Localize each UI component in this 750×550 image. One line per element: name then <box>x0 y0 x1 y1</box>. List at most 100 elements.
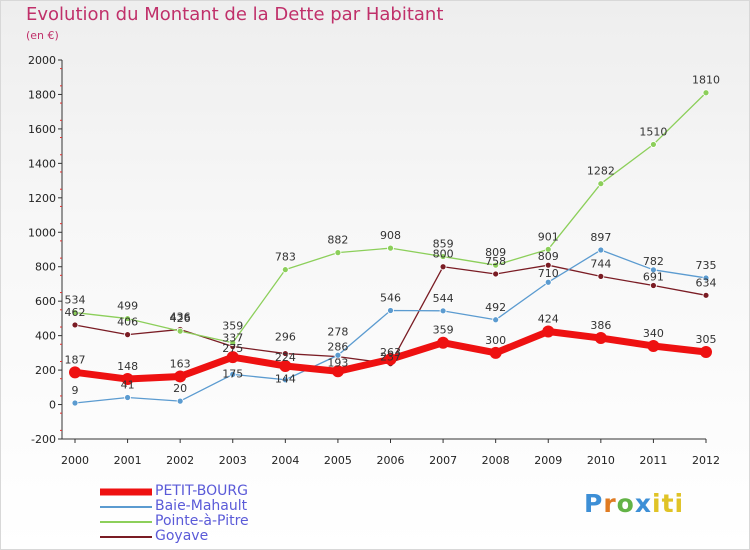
y-tick-label: 1400 <box>28 157 56 170</box>
data-point <box>334 351 342 359</box>
data-label: 735 <box>696 259 717 272</box>
x-tick-label: 2006 <box>377 454 405 467</box>
data-point <box>492 270 500 278</box>
data-label: 908 <box>380 229 401 242</box>
data-label: 882 <box>327 234 348 247</box>
data-label: 809 <box>538 250 559 263</box>
data-point <box>439 253 447 260</box>
data-label: 144 <box>275 373 296 386</box>
data-point <box>387 244 394 252</box>
data-label: 634 <box>696 276 717 289</box>
y-tick-label: 2000 <box>28 54 56 67</box>
data-label: 758 <box>485 255 506 268</box>
data-label: 20 <box>173 382 187 395</box>
data-point <box>597 180 605 188</box>
chart-subtitle: (en €) <box>26 29 59 42</box>
data-point <box>492 261 500 269</box>
data-label: 193 <box>327 356 348 369</box>
y-tick-label: 0 <box>49 399 56 412</box>
data-point <box>650 282 657 289</box>
logo-letter: x <box>634 489 652 518</box>
logo-letter: o <box>616 489 635 518</box>
data-label: 436 <box>170 310 191 323</box>
data-label: 278 <box>327 326 348 339</box>
data-label: 782 <box>643 255 664 268</box>
data-point <box>597 246 605 254</box>
data-label: 175 <box>222 367 243 380</box>
data-label: 305 <box>696 333 717 346</box>
y-tick-label: 1200 <box>28 192 56 205</box>
data-point <box>281 376 289 384</box>
data-point <box>71 309 79 316</box>
data-label: 710 <box>538 267 559 280</box>
data-point <box>174 370 187 383</box>
x-tick-label: 2012 <box>692 454 720 467</box>
data-point <box>702 291 710 299</box>
chart-title: Evolution du Montant de la Dette par Hab… <box>26 4 444 25</box>
legend-label: Pointe-à-Pitre <box>155 513 249 529</box>
data-point <box>226 351 239 364</box>
x-tick-label: 2005 <box>324 454 352 467</box>
legend-swatch-baie-mahault <box>100 505 152 508</box>
data-point <box>647 339 660 352</box>
data-point <box>702 274 710 282</box>
series-line-2 <box>74 92 707 344</box>
data-label: 426 <box>170 312 191 325</box>
data-label: 1510 <box>639 125 667 138</box>
y-tick-label: 400 <box>35 330 56 343</box>
data-label: 809 <box>485 246 506 259</box>
data-label: 148 <box>117 360 138 373</box>
legend-swatch-pointe-a-pitre <box>100 520 152 523</box>
data-label: 263 <box>380 346 401 359</box>
data-point <box>594 332 607 345</box>
data-point <box>384 353 397 366</box>
x-tick-label: 2002 <box>166 454 194 467</box>
y-tick-label: 1600 <box>28 123 56 136</box>
data-point <box>700 346 712 359</box>
y-tick-label: -200 <box>31 433 56 446</box>
data-label: 901 <box>538 230 559 243</box>
x-tick-label: 2011 <box>639 454 667 467</box>
data-label: 859 <box>433 238 454 251</box>
data-label: 9 <box>72 384 79 397</box>
data-point <box>544 278 552 286</box>
logo-letter: iti <box>652 489 685 518</box>
data-point <box>124 315 131 322</box>
data-point <box>544 261 552 269</box>
x-tick-label: 2004 <box>271 454 299 467</box>
x-tick-label: 2009 <box>534 454 562 467</box>
data-label: 163 <box>170 357 191 370</box>
data-point <box>124 394 131 401</box>
data-point <box>331 365 344 378</box>
data-label: 296 <box>275 331 296 344</box>
y-tick-label: 1000 <box>28 226 56 239</box>
data-label: 224 <box>275 351 296 364</box>
data-point <box>387 307 394 314</box>
data-point <box>542 325 555 338</box>
data-point <box>279 359 292 372</box>
data-label: 337 <box>222 331 243 344</box>
legend-label: PETIT-BOURG <box>155 483 248 499</box>
data-label: 544 <box>433 292 454 305</box>
data-label: 897 <box>590 231 611 244</box>
data-point <box>439 307 447 315</box>
data-point <box>71 399 79 407</box>
data-label: 41 <box>121 378 135 391</box>
x-tick-label: 2008 <box>482 454 510 467</box>
data-label: 546 <box>380 291 401 304</box>
data-point <box>334 249 342 257</box>
data-point <box>71 321 79 329</box>
data-label: 340 <box>643 327 664 340</box>
data-label: 691 <box>643 271 664 284</box>
data-point <box>281 266 289 274</box>
x-tick-label: 2010 <box>587 454 615 467</box>
data-point <box>229 370 237 378</box>
x-tick-label: 2001 <box>114 454 142 467</box>
data-label: 275 <box>222 342 243 355</box>
legend-label: Baie-Mahault <box>155 498 248 514</box>
legend-swatch-petit-bourg <box>100 488 152 495</box>
data-point <box>176 327 184 335</box>
y-tick-label: 800 <box>35 261 56 274</box>
data-label: 386 <box>590 319 611 332</box>
